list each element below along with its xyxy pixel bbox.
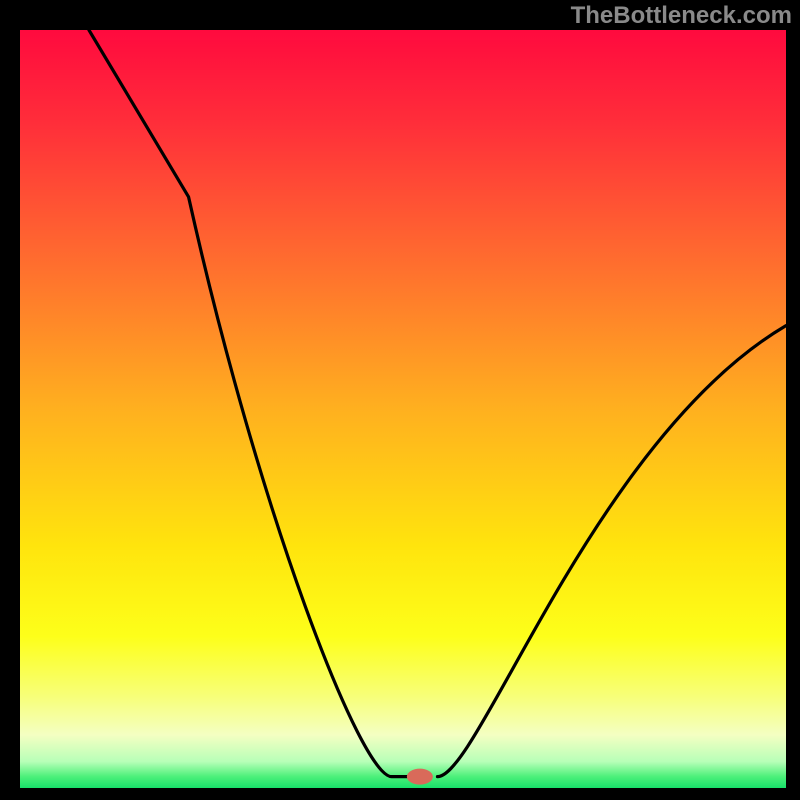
gradient-background: [20, 30, 786, 788]
watermark-text: TheBottleneck.com: [571, 2, 792, 30]
chart-svg: [20, 30, 786, 788]
plot-area: [20, 30, 786, 788]
optimal-marker: [407, 769, 433, 785]
chart-frame: TheBottleneck.com: [0, 0, 800, 800]
